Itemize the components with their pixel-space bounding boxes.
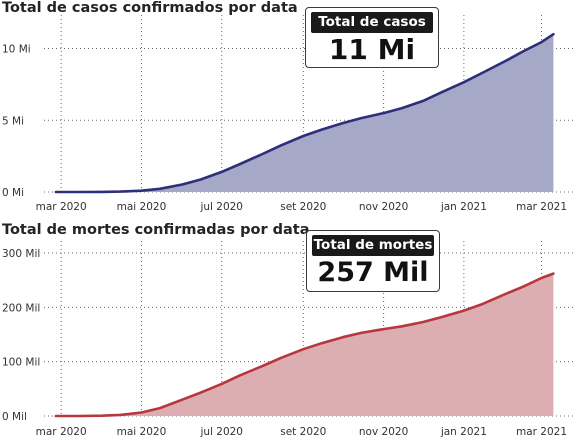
deaths-x-tick-label: mar 2020 [36, 426, 87, 438]
deaths-y-tick-label: 200 Mil [2, 302, 40, 314]
cases-y-tick-label: 5 Mi [2, 115, 24, 127]
deaths-x-tick-label: jul 2020 [199, 426, 243, 438]
deaths-x-tick-label: set 2020 [280, 426, 326, 438]
cases-chart-title: Total de casos confirmados por data [2, 0, 298, 16]
cases-x-tick-label: jan 2021 [440, 201, 487, 213]
deaths-total-card: Total de mortes 257 Mil [306, 230, 440, 292]
cases-x-tick-label: nov 2020 [359, 201, 408, 213]
cases-x-tick-label: mar 2020 [36, 201, 87, 213]
cases-area-chart: mar 2020 mai 2020 jul 2020 set 2020 nov 2020… [2, 15, 576, 213]
deaths-x-tick-label: nov 2020 [359, 426, 408, 438]
deaths-x-tick-label: jan 2021 [440, 426, 487, 438]
deaths-chart-title: Total de mortes confirmadas por data [2, 222, 310, 238]
deaths-card-label: Total de mortes [312, 235, 434, 256]
deaths-area-chart: mar 2020 mai 2020 jul 2020 set 2020 nov 2020… [2, 241, 576, 438]
deaths-card-value: 257 Mil [317, 257, 429, 288]
cases-card-label: Total de casos [311, 12, 433, 33]
deaths-y-tick-label: 100 Mil [2, 357, 40, 369]
cases-chart-panel: Total de casos confirmados por data mar … [0, 0, 584, 220]
cases-x-tick-label: set 2020 [280, 201, 326, 213]
deaths-x-tick-label: mar 2021 [516, 426, 567, 438]
deaths-y-tick-label: 0 Mil [2, 411, 27, 423]
cases-total-card: Total de casos 11 Mi [305, 7, 439, 68]
cases-series-line [54, 32, 555, 194]
deaths-x-tick-label: mai 2020 [117, 426, 167, 438]
deaths-y-tick-label: 300 Mil [2, 248, 40, 260]
deaths-area-fill [55, 273, 554, 416]
cases-x-tick-label: mar 2021 [516, 201, 567, 213]
deaths-chart-panel: Total de mortes confirmadas por data mar… [0, 222, 584, 443]
cases-y-tick-label: 0 Mi [2, 187, 24, 199]
cases-x-tick-label: mai 2020 [117, 201, 167, 213]
cases-area-fill [55, 34, 554, 193]
deaths-series-line [54, 272, 555, 418]
cases-x-tick-label: jul 2020 [199, 201, 243, 213]
cases-y-tick-label: 10 Mi [2, 44, 31, 56]
cases-card-value: 11 Mi [328, 33, 416, 66]
